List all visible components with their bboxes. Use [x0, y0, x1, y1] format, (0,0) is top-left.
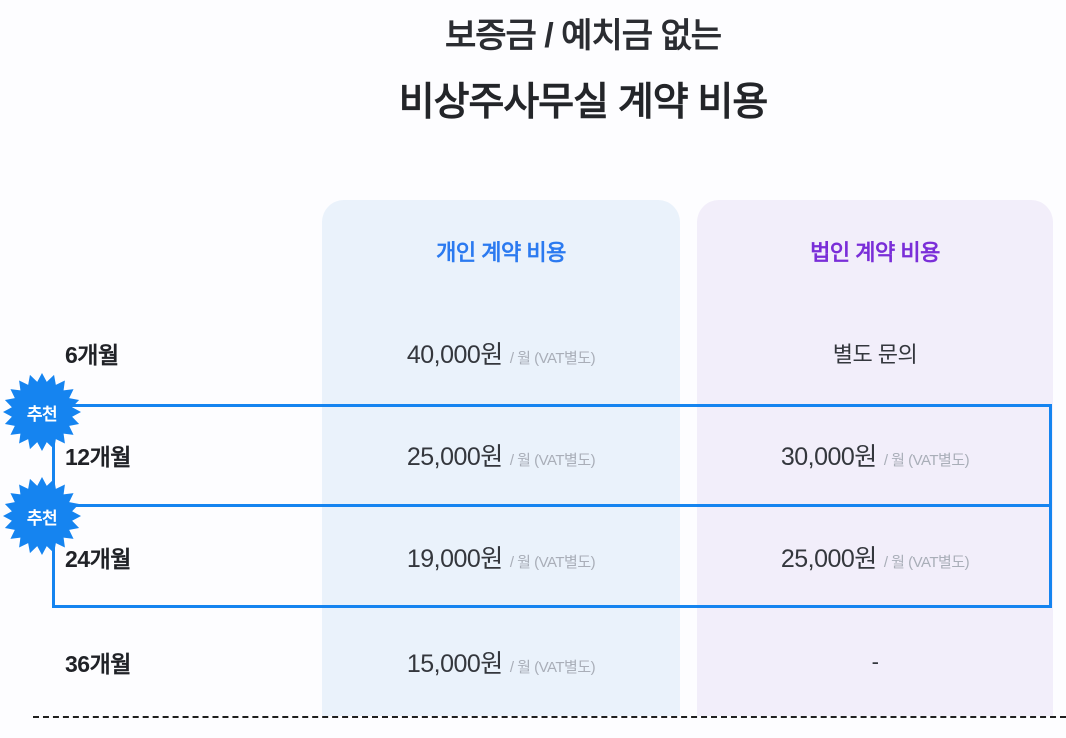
personal-price-cell: 19,000원 / 월 (VAT별도) — [322, 506, 680, 608]
price-suffix: / 월 (VAT별도) — [883, 452, 970, 469]
bottom-dashed-divider — [33, 716, 1066, 718]
personal-price-cell: 40,000원 / 월 (VAT별도) — [322, 302, 680, 404]
corporate-price-cell: - — [697, 608, 1053, 716]
table-row-24-months: 24개월 19,000원 / 월 (VAT별도) 25,000원 / 월 (VA… — [0, 506, 1066, 608]
personal-column-header: 개인 계약 비용 — [436, 240, 566, 265]
corporate-column-background — [697, 200, 1053, 716]
term-label: 6개월 — [65, 342, 119, 368]
price-value: 19,000원 — [406, 545, 503, 573]
corporate-price-cell: 30,000원 / 월 (VAT별도) — [697, 404, 1053, 506]
corporate-price-cell: 별도 문의 — [697, 302, 1053, 404]
price-value: 25,000원 — [406, 443, 503, 471]
price-value: 15,000원 — [406, 650, 503, 678]
corporate-column-header: 법인 계약 비용 — [810, 240, 940, 265]
recommend-badge-24-months: 추천 — [3, 477, 81, 555]
recommend-badge-12-months: 추천 — [3, 373, 81, 451]
corporate-note: 별도 문의 — [832, 342, 918, 367]
starburst-icon — [3, 477, 81, 555]
table-row-12-months: 12개월 25,000원 / 월 (VAT별도) 30,000원 / 월 (VA… — [0, 404, 1066, 506]
title-line-2: 비상주사무실 계약 비용 — [398, 81, 768, 124]
price-suffix: / 월 (VAT별도) — [509, 659, 596, 676]
table-row-6-months: 6개월 40,000원 / 월 (VAT별도) 별도 문의 — [0, 302, 1066, 404]
term-label: 24개월 — [65, 546, 131, 572]
recommended-rows-divider — [52, 504, 1052, 507]
corporate-note: - — [871, 649, 879, 674]
starburst-icon — [3, 373, 81, 451]
recommend-badge-label: 추천 — [26, 404, 58, 424]
price-suffix: / 월 (VAT별도) — [509, 554, 596, 571]
table-row-36-months: 36개월 15,000원 / 월 (VAT별도) - — [0, 608, 1066, 716]
term-label: 36개월 — [65, 651, 131, 677]
personal-price-cell: 25,000원 / 월 (VAT별도) — [322, 404, 680, 506]
price-value: 30,000원 — [780, 443, 877, 471]
title-line-1: 보증금 / 예치금 없는 — [444, 17, 722, 55]
term-label: 12개월 — [65, 444, 131, 470]
price-value: 40,000원 — [406, 341, 503, 369]
recommend-badge-label: 추천 — [26, 508, 58, 528]
price-value: 25,000원 — [780, 545, 877, 573]
personal-price-cell: 15,000원 / 월 (VAT별도) — [322, 608, 680, 716]
price-suffix: / 월 (VAT별도) — [883, 554, 970, 571]
price-suffix: / 월 (VAT별도) — [509, 452, 596, 469]
section-title: 보증금 / 예치금 없는 비상주사무실 계약 비용 — [100, 8, 1066, 127]
price-suffix: / 월 (VAT별도) — [509, 350, 596, 367]
personal-column-background — [322, 200, 680, 716]
corporate-price-cell: 25,000원 / 월 (VAT별도) — [697, 506, 1053, 608]
